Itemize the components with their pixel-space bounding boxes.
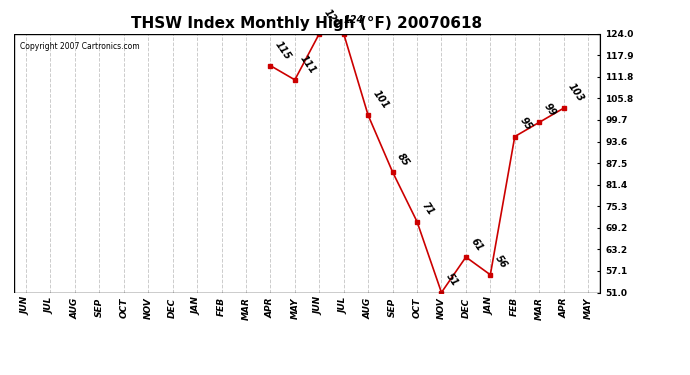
Text: 115: 115: [273, 39, 293, 62]
Text: 61: 61: [469, 236, 484, 253]
Text: 95: 95: [518, 116, 533, 132]
Text: Copyright 2007 Cartronics.com: Copyright 2007 Cartronics.com: [19, 42, 139, 51]
Text: 71: 71: [420, 201, 435, 217]
Text: 111: 111: [297, 53, 317, 76]
Text: 99: 99: [542, 101, 558, 118]
Title: THSW Index Monthly High (°F) 20070618: THSW Index Monthly High (°F) 20070618: [132, 16, 482, 31]
Text: 51: 51: [444, 272, 460, 288]
Text: 103: 103: [566, 82, 586, 104]
Bar: [14, 34, 600, 292]
Text: 124: 124: [344, 15, 364, 26]
Text: 56: 56: [493, 254, 509, 271]
Text: 101: 101: [371, 89, 391, 111]
Text: 85: 85: [395, 151, 411, 168]
Text: 124: 124: [322, 7, 342, 30]
